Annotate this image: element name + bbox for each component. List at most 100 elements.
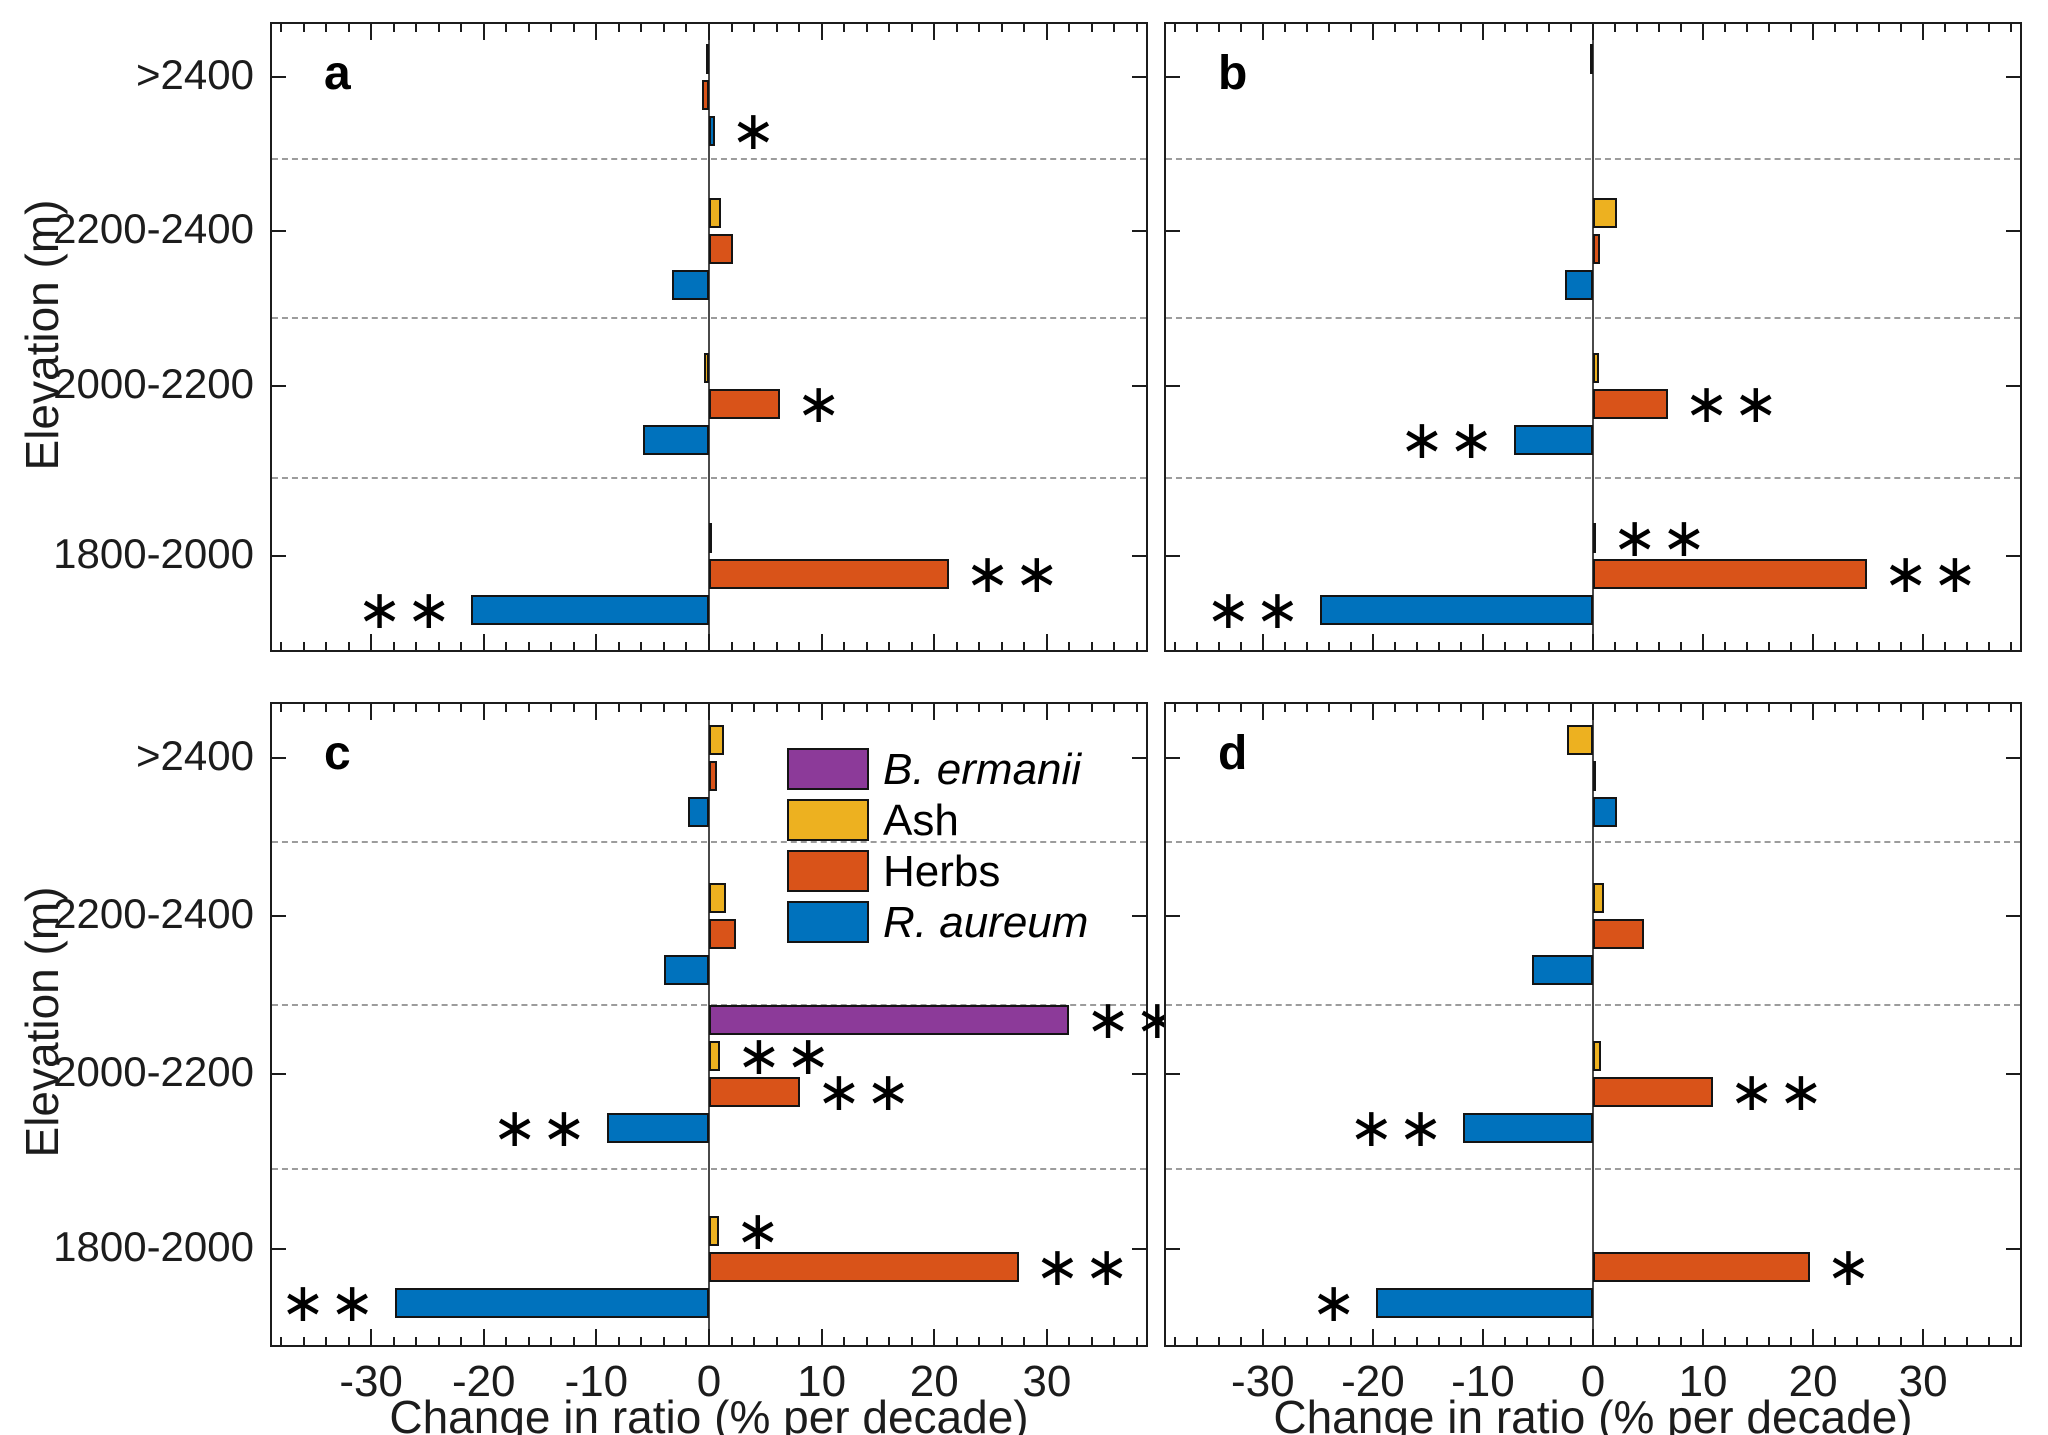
- x-axis-label-left: Change in ratio (% per decade): [389, 1391, 1029, 1435]
- bar-herbs: [709, 1077, 801, 1108]
- x-tick-bottom: [1856, 642, 1859, 650]
- x-tick-bottom: [1459, 1337, 1462, 1345]
- x-tick-label: 10: [1678, 1357, 1728, 1406]
- x-tick-bottom: [1000, 1337, 1003, 1345]
- x-tick-top: [1724, 24, 1727, 32]
- bar-aureum: [642, 424, 709, 455]
- x-tick-top: [1173, 24, 1176, 32]
- x-tick-bottom: [1349, 1337, 1352, 1345]
- x-tick-bottom: [1371, 634, 1374, 650]
- y-tick-left: [1166, 555, 1180, 558]
- x-tick-top: [1090, 704, 1093, 712]
- x-tick-top: [662, 704, 665, 712]
- y-tick-right: [1132, 914, 1146, 917]
- x-tick-top: [325, 704, 328, 712]
- bar-ermanii: [709, 1005, 1070, 1036]
- x-tick-bottom: [1393, 1337, 1396, 1345]
- x-tick-bottom: [955, 642, 958, 650]
- x-tick-top: [1327, 704, 1330, 712]
- x-tick-bottom: [1135, 1337, 1138, 1345]
- x-tick-bottom: [1327, 1337, 1330, 1345]
- x-tick-bottom: [1988, 1337, 1991, 1345]
- x-tick-bottom: [1856, 1337, 1859, 1345]
- x-tick-top: [460, 24, 463, 32]
- x-tick-top: [325, 24, 328, 32]
- x-tick-bottom: [2010, 1337, 2013, 1345]
- y-tick-left: [272, 76, 286, 79]
- x-tick-top: [1812, 24, 1815, 40]
- x-tick-top: [1415, 704, 1418, 712]
- x-tick-top: [1922, 704, 1925, 720]
- x-tick-top: [1768, 704, 1771, 712]
- x-tick-bottom: [640, 1337, 643, 1345]
- x-tick-top: [865, 24, 868, 32]
- x-tick-top: [685, 704, 688, 712]
- x-tick-bottom: [1503, 642, 1506, 650]
- x-tick-bottom: [1045, 634, 1048, 650]
- x-tick-top: [910, 24, 913, 32]
- x-tick-bottom: [595, 1329, 598, 1345]
- x-tick-bottom: [460, 642, 463, 650]
- x-tick-bottom: [1349, 642, 1352, 650]
- bar-herbs: [1593, 918, 1644, 949]
- x-tick-bottom: [550, 642, 553, 650]
- x-tick-top: [505, 704, 508, 712]
- x-tick-top: [1614, 24, 1616, 32]
- panel-letter-c: c: [324, 727, 351, 780]
- x-tick-top: [415, 24, 418, 32]
- bar-aureum: [1593, 797, 1618, 828]
- y-tick-right: [2006, 555, 2020, 558]
- x-tick-top: [1614, 704, 1616, 712]
- x-tick-label: 10: [797, 1357, 847, 1406]
- x-tick-top: [1525, 24, 1528, 32]
- x-tick-top: [798, 704, 801, 712]
- x-tick-bottom: [1547, 642, 1550, 650]
- y-tick-left: [1166, 1073, 1180, 1076]
- x-tick-top: [1023, 24, 1026, 32]
- x-tick-bottom: [1592, 1329, 1594, 1345]
- bar-aureum: [394, 1287, 709, 1318]
- x-tick-top: [1195, 704, 1198, 712]
- y-category-label: 2200-2400: [53, 889, 254, 937]
- x-tick-bottom: [730, 642, 733, 650]
- y-tick-left: [272, 555, 286, 558]
- legend-label-aureum: R. aureum: [883, 898, 1089, 947]
- x-tick-bottom: [1068, 1337, 1071, 1345]
- x-tick-bottom: [865, 642, 868, 650]
- x-tick-top: [753, 704, 756, 712]
- x-tick-label: 0: [696, 1357, 722, 1406]
- x-tick-bottom: [1437, 1337, 1440, 1345]
- panel-d: d ∗∗ ∗∗ ∗ ∗: [1164, 702, 2022, 1347]
- x-tick-bottom: [1900, 642, 1903, 650]
- x-tick-bottom: [1636, 642, 1639, 650]
- x-tick-bottom: [1878, 642, 1881, 650]
- x-tick-bottom: [460, 1337, 463, 1345]
- x-tick-top: [978, 24, 981, 32]
- y-tick-right: [2006, 229, 2020, 232]
- bar-aureum: [471, 595, 709, 626]
- x-tick-top: [933, 704, 936, 720]
- x-tick-bottom: [347, 1337, 350, 1345]
- x-tick-bottom: [820, 634, 823, 650]
- x-tick-bottom: [1702, 634, 1705, 650]
- x-tick-top: [1239, 24, 1242, 32]
- bar-ash: [1593, 882, 1604, 913]
- x-tick-bottom: [1023, 642, 1026, 650]
- x-tick-top: [955, 704, 958, 712]
- x-tick-bottom: [1547, 1337, 1550, 1345]
- x-tick-top: [708, 24, 710, 40]
- bar-ash: [1590, 44, 1593, 75]
- bar-herbs: [709, 559, 949, 590]
- y-category-label: >2400: [136, 51, 254, 99]
- x-tick-top: [1988, 704, 1991, 712]
- x-tick-top: [1305, 704, 1308, 712]
- x-tick-bottom: [437, 1337, 440, 1345]
- x-tick-top: [1900, 704, 1903, 712]
- x-tick-bottom: [572, 642, 575, 650]
- x-tick-bottom: [843, 1337, 846, 1345]
- y-tick-left: [272, 914, 286, 917]
- bar-aureum: [1463, 1113, 1593, 1144]
- x-tick-bottom: [1283, 642, 1286, 650]
- x-tick-top: [370, 704, 373, 720]
- x-tick-top: [1944, 24, 1947, 32]
